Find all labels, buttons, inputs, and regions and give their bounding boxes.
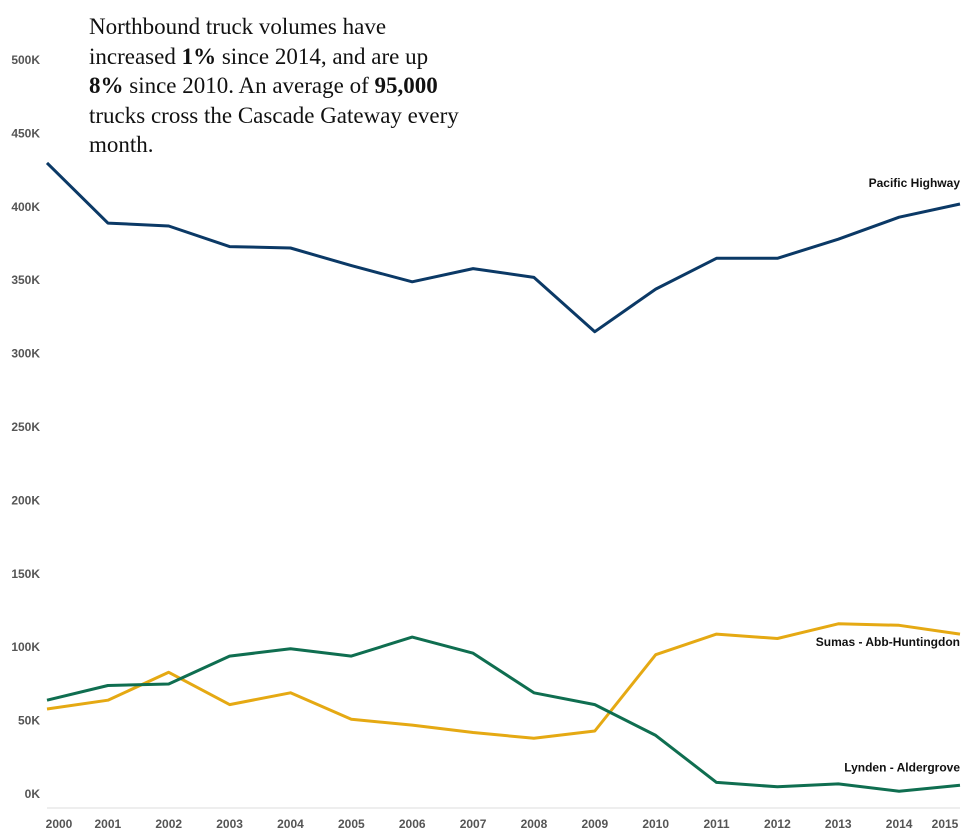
y-tick-label: 300K xyxy=(11,347,40,361)
annotation-text-3: since 2010. An average of xyxy=(123,73,375,98)
x-tick-label: 2008 xyxy=(521,817,548,831)
y-tick-label: 350K xyxy=(11,273,40,287)
series-label: Lynden - Aldergrove xyxy=(844,760,960,774)
y-tick-label: 150K xyxy=(11,567,40,581)
x-tick-label: 2014 xyxy=(886,817,913,831)
x-axis: 2000 2001 2002 2003 2004 2005 2006 2007 2008 2009… xyxy=(46,807,960,831)
x-tick-label: 2015 xyxy=(932,817,959,831)
x-tick-label: 2005 xyxy=(338,817,365,831)
x-tick-label: 2011 xyxy=(704,817,730,831)
y-tick-label: 400K xyxy=(11,200,40,214)
series-labels: Pacific Highway Sumas - Abb-Huntingdon Lyn… xyxy=(816,176,961,774)
y-tick-label: 500K xyxy=(11,53,40,67)
x-tick-label: 2013 xyxy=(825,817,852,831)
x-tick-label: 2003 xyxy=(216,817,243,831)
x-tick-label: 2009 xyxy=(581,817,608,831)
x-tick-label: 2007 xyxy=(460,817,487,831)
x-tick-label: 2004 xyxy=(277,817,304,831)
annotation-text-2: since 2014, and are up xyxy=(216,43,429,69)
x-tick-label: 2001 xyxy=(95,817,122,831)
y-tick-label: 200K xyxy=(11,493,40,507)
y-tick-label: 450K xyxy=(11,126,40,140)
y-tick-label: 50K xyxy=(18,714,40,728)
annotation-text-4: trucks cross the Cascade Gateway every m… xyxy=(89,102,459,158)
series-label: Pacific Highway xyxy=(869,176,961,190)
y-tick-label: 100K xyxy=(11,640,40,654)
annotation-highlight-3: 95,000 xyxy=(374,73,438,98)
annotation-text: Northbound truck volumes have increased … xyxy=(89,12,459,160)
x-tick-label: 2012 xyxy=(764,817,791,831)
x-tick-label: 2010 xyxy=(642,817,669,831)
annotation-highlight-1: 1% xyxy=(181,43,217,69)
y-tick-label: 250K xyxy=(11,420,40,434)
series-line-sumas-abb-huntingdon xyxy=(46,622,961,740)
series-line-lynden-aldergrove xyxy=(46,635,961,793)
annotation-text-1: Northbound truck volumes have increased xyxy=(89,14,387,69)
y-axis: 0K 50K 100K 150K 200K 250K 300K 350K 400K 450K 500… xyxy=(11,53,40,801)
y-tick-label: 0K xyxy=(25,787,41,801)
x-tick-label: 2000 xyxy=(46,817,73,831)
series-line-pacific-highway xyxy=(45,161,961,334)
series-lines xyxy=(45,161,961,793)
series-label: Sumas - Abb-Huntingdon xyxy=(816,635,960,649)
annotation-highlight-2: 8% xyxy=(89,73,124,98)
x-tick-label: 2002 xyxy=(155,817,182,831)
x-tick-label: 2006 xyxy=(399,817,426,831)
